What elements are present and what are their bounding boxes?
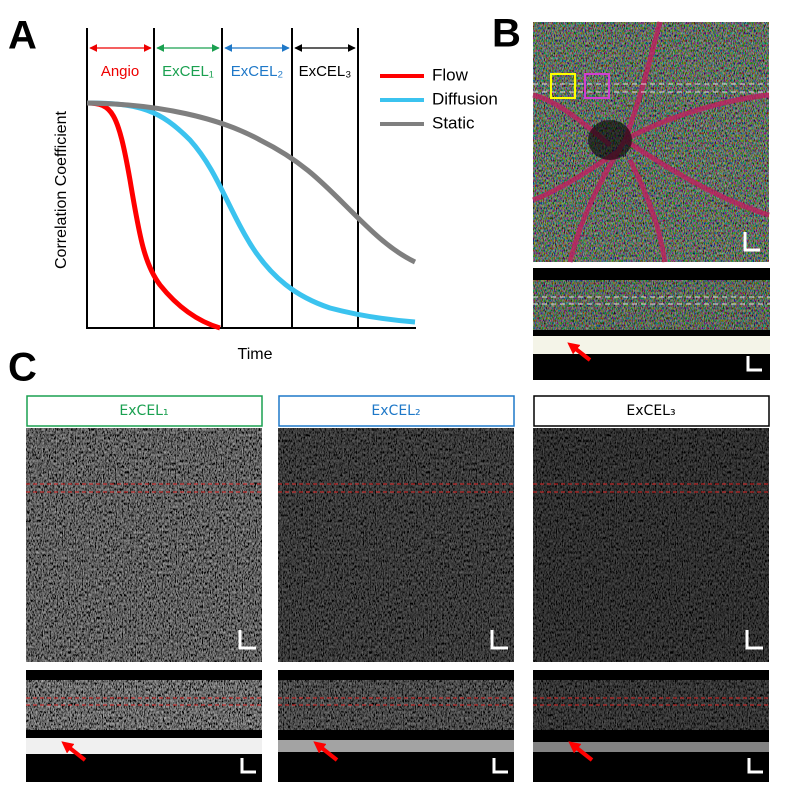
grayscale-images <box>26 428 769 782</box>
region-label: ExCEL₃ <box>299 63 352 80</box>
column-header <box>533 395 770 427</box>
column-title: ExCEL₂ <box>371 403 420 419</box>
region-label: ExCEL₁ <box>162 63 214 80</box>
panel-label: A <box>8 14 37 58</box>
column-header <box>278 395 515 427</box>
panel-label: C <box>8 346 37 390</box>
legend-label: Diffusion <box>432 89 498 108</box>
region-label: Angio <box>101 63 139 80</box>
curves <box>86 100 417 331</box>
column-header <box>26 395 263 427</box>
cross-section-color-image <box>533 268 770 380</box>
y-axis-label: Correlation Coefficient <box>53 110 70 269</box>
region-label: ExCEL₂ <box>231 63 284 80</box>
schematic-plot <box>86 28 416 329</box>
column-title: ExCEL₁ <box>119 403 168 419</box>
legend-label: Flow <box>432 65 469 84</box>
legend-label: Static <box>432 113 475 132</box>
column-title: ExCEL₃ <box>626 403 675 419</box>
panel-label: B <box>492 12 521 56</box>
en-face-color-image <box>532 21 770 263</box>
legend <box>380 74 424 126</box>
x-axis-label: Time <box>238 346 273 363</box>
